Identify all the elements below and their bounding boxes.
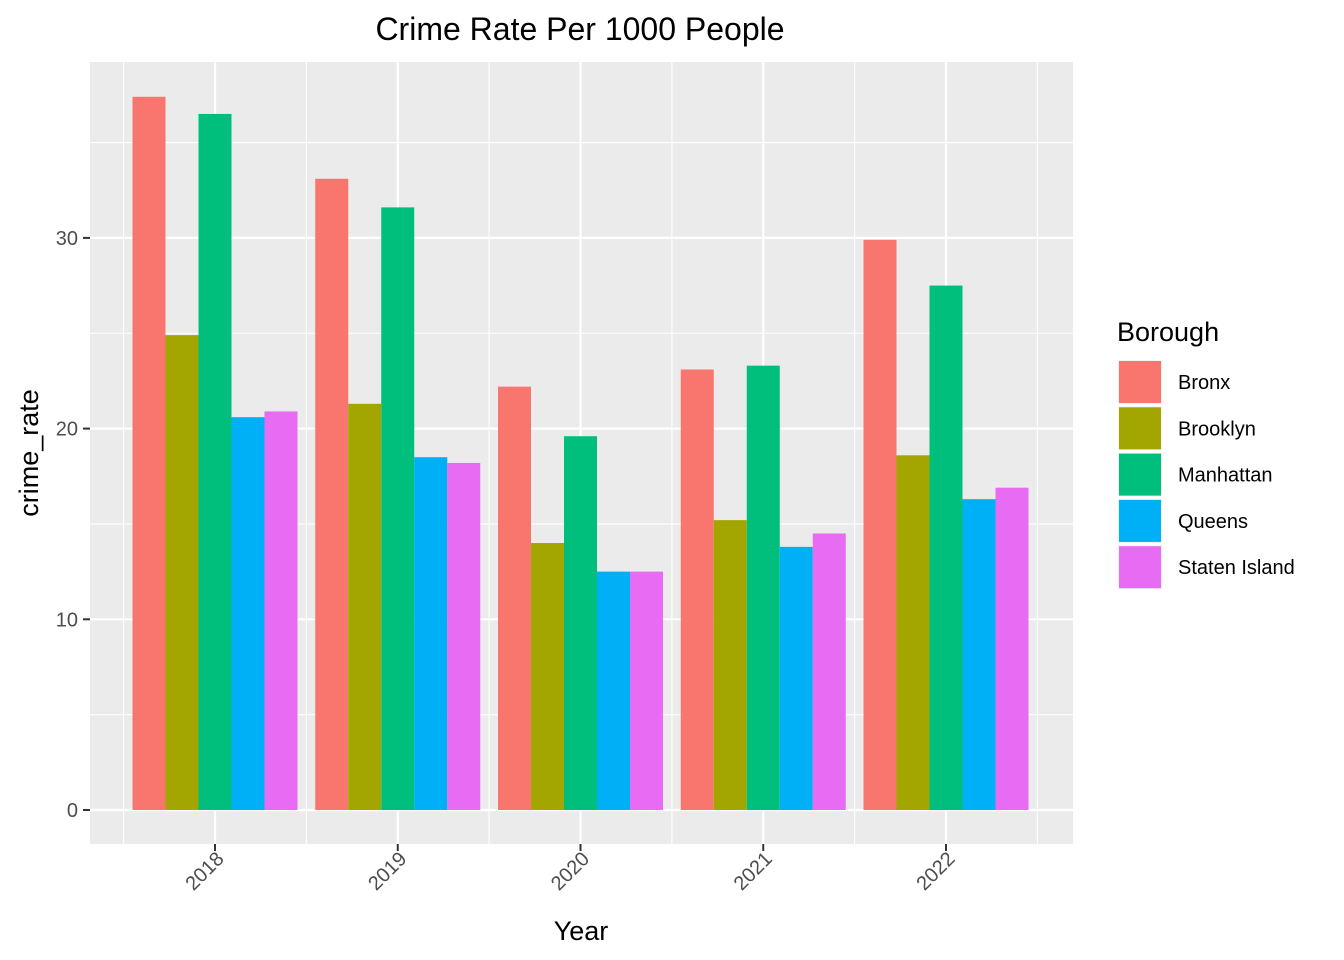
bar-queens-2020	[597, 571, 630, 810]
bar-bronx-2018	[132, 96, 166, 811]
bar-brooklyn-2020	[531, 543, 564, 810]
legend-swatch	[1119, 546, 1161, 589]
legend-swatch	[1119, 453, 1161, 496]
x-tick-label: 2018	[182, 848, 229, 895]
x-tick-label: 2020	[547, 848, 594, 895]
bars	[132, 96, 1029, 811]
bar-manhattan-2021	[746, 365, 780, 810]
chart-title: Crime Rate Per 1000 People	[375, 11, 784, 47]
x-tick-label: 2021	[730, 848, 777, 895]
y-tick-label: 10	[56, 609, 78, 631]
y-tick-label: 0	[67, 800, 78, 822]
bar-manhattan-2018	[198, 113, 232, 810]
bar-staten-island-2021	[812, 533, 846, 810]
bar-queens-2022	[962, 499, 996, 810]
legend-label: Queens	[1178, 511, 1248, 533]
x-tick-label: 2022	[913, 848, 960, 895]
bar-bronx-2019	[315, 178, 349, 810]
legend: Borough Bronx Brooklyn Manhattan Queens Stat…	[1117, 317, 1295, 590]
legend-label: Manhattan	[1178, 465, 1273, 487]
y-tick-label: 20	[56, 419, 78, 441]
y-axis-title: crime_rate	[14, 389, 44, 517]
x-axis-title: Year	[554, 916, 609, 946]
bar-brooklyn-2019	[348, 403, 382, 810]
legend-items: Bronx Brooklyn Manhattan Queens Staten Islan…	[1118, 360, 1295, 590]
bar-queens-2018	[231, 417, 265, 810]
legend-swatch	[1119, 499, 1161, 542]
legend-swatch	[1119, 407, 1161, 450]
bar-manhattan-2022	[929, 285, 963, 810]
x-tick-label: 2019	[364, 848, 411, 895]
y-tick-label: 30	[56, 228, 78, 250]
legend-swatch	[1119, 361, 1161, 403]
bar-queens-2019	[414, 457, 448, 810]
legend-label: Brooklyn	[1178, 418, 1256, 440]
bar-staten-island-2022	[995, 487, 1029, 810]
bar-brooklyn-2018	[165, 335, 199, 810]
bar-bronx-2021	[680, 369, 714, 810]
bar-staten-island-2020	[630, 571, 663, 810]
bar-brooklyn-2022	[896, 455, 930, 810]
bar-manhattan-2019	[381, 207, 415, 810]
bar-brooklyn-2021	[713, 520, 747, 810]
legend-label: Bronx	[1178, 372, 1230, 394]
bar-manhattan-2020	[564, 436, 597, 810]
legend-label: Staten Island	[1178, 557, 1295, 579]
bar-staten-island-2018	[264, 411, 298, 810]
bar-staten-island-2019	[447, 462, 481, 810]
bar-bronx-2020	[498, 386, 531, 810]
bar-queens-2021	[779, 546, 813, 810]
bar-bronx-2022	[863, 239, 897, 810]
legend-title: Borough	[1117, 317, 1219, 347]
